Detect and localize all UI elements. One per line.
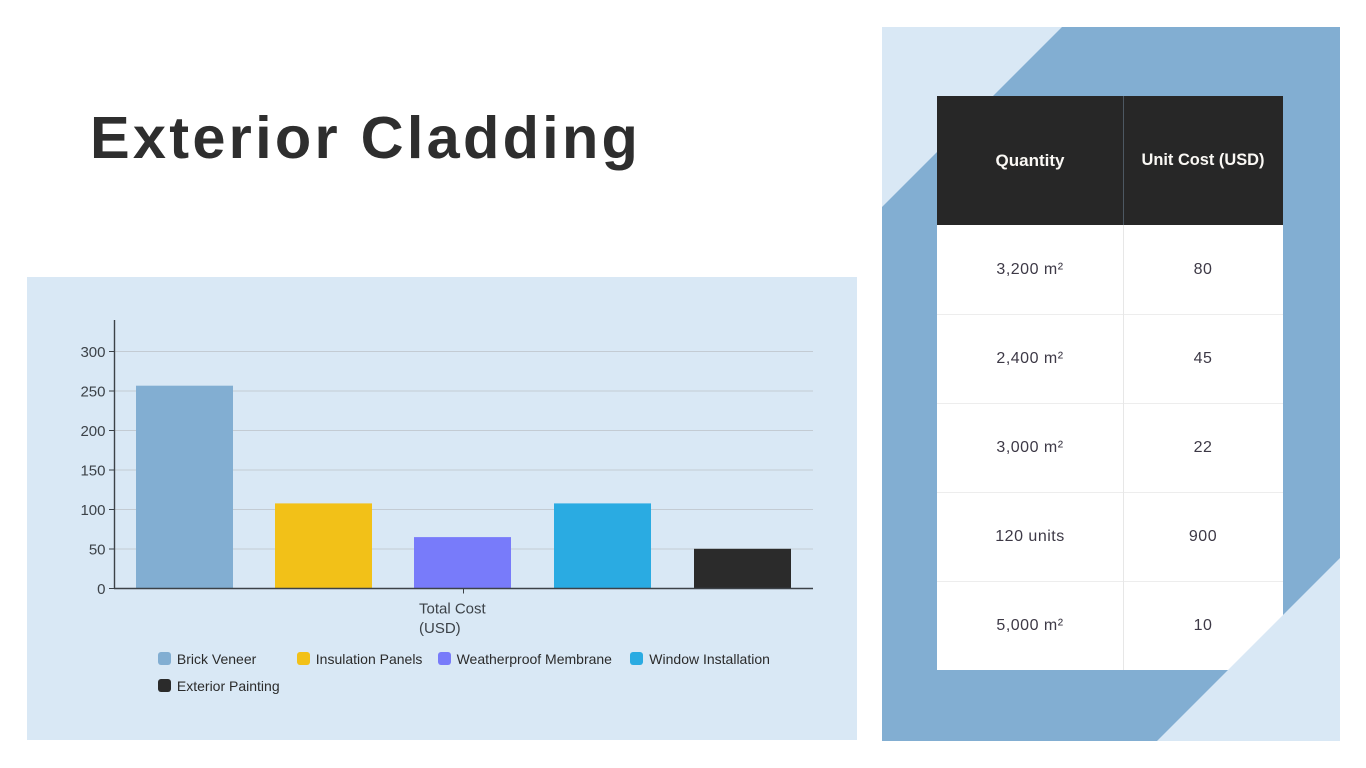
- svg-text:150: 150: [80, 463, 105, 480]
- svg-text:100: 100: [80, 502, 105, 519]
- svg-text:250: 250: [80, 384, 105, 401]
- svg-text:Total Cost: Total Cost: [419, 601, 487, 618]
- svg-text:300: 300: [80, 344, 105, 361]
- svg-text:200: 200: [80, 423, 105, 440]
- svg-text:0: 0: [97, 581, 105, 598]
- svg-text:50: 50: [89, 542, 106, 559]
- svg-text:(USD): (USD): [419, 620, 461, 637]
